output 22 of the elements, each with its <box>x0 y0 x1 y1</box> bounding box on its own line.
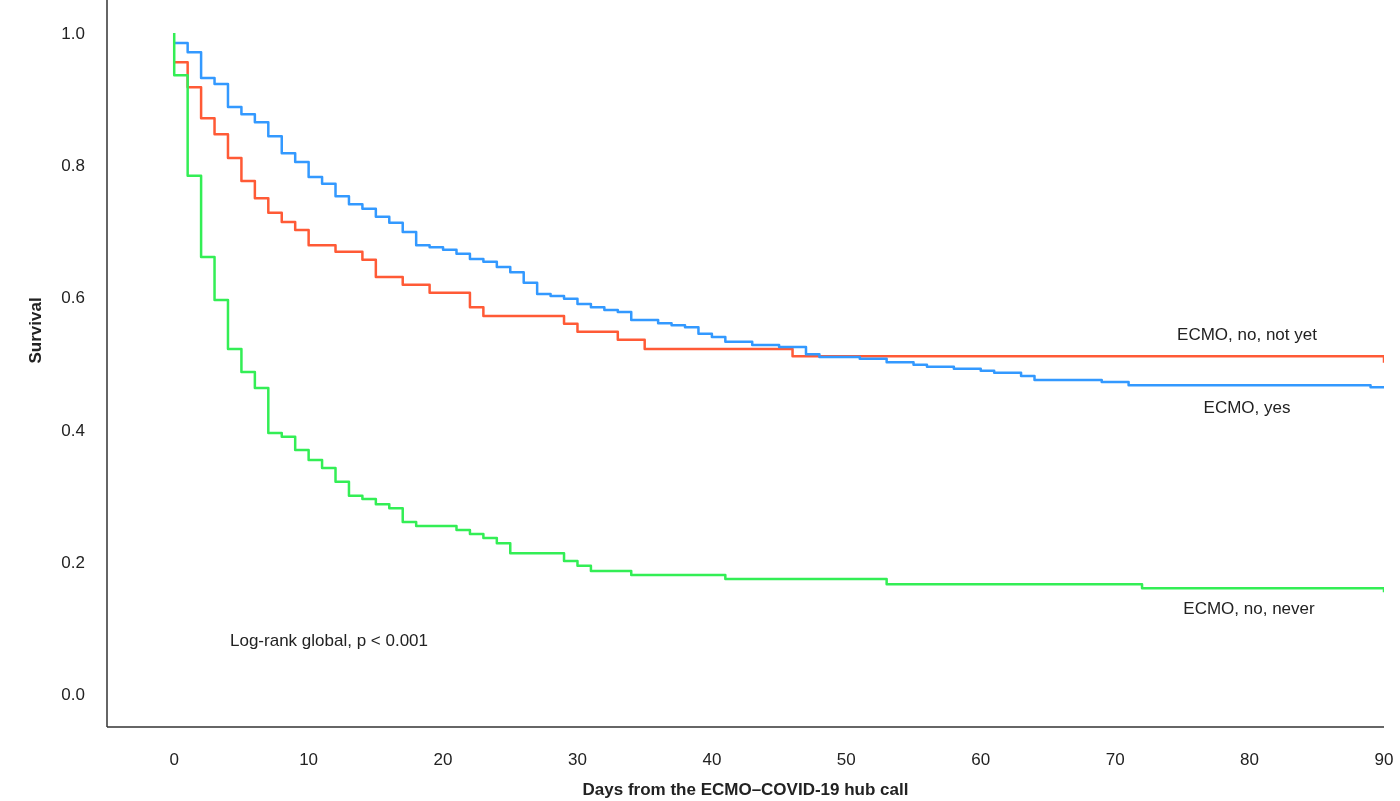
x-tick-label: 70 <box>1105 750 1125 770</box>
series-label: ECMO, no, never <box>1183 598 1315 618</box>
series-label: ECMO, no, not yet <box>1177 325 1318 345</box>
y-tick-label: 0.2 <box>61 552 85 572</box>
y-tick-label: 0.8 <box>61 156 85 176</box>
x-tick-label: 30 <box>568 750 587 770</box>
series-label: ECMO, yes <box>1203 397 1291 417</box>
annotation: Log-rank global, p < 0.001 <box>230 631 429 651</box>
y-axis-title: Survival <box>26 297 46 364</box>
y-tick-label: 0.0 <box>61 684 85 704</box>
x-tick-label: 90 <box>1374 750 1394 770</box>
x-tick-label: 60 <box>971 750 991 770</box>
x-axis-title: Days from the ECMO–COVID-19 hub call <box>582 780 909 799</box>
y-tick-label: 0.4 <box>61 420 85 440</box>
x-tick-label: 50 <box>836 750 856 770</box>
x-tick-label: 0 <box>169 750 179 770</box>
x-tick-label: 20 <box>433 750 453 770</box>
y-tick-label: 0.6 <box>61 288 85 308</box>
x-tick-label: 10 <box>299 750 319 770</box>
x-tick-label: 40 <box>702 750 722 770</box>
x-tick-label: 80 <box>1240 750 1260 770</box>
y-tick-label: 1.0 <box>61 24 85 44</box>
